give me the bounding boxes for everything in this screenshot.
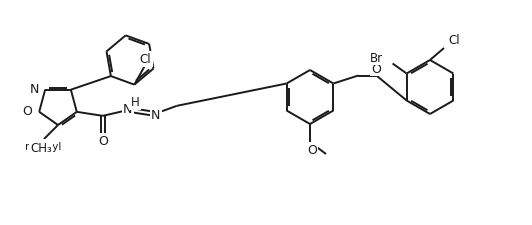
Text: N: N [123, 103, 132, 116]
Text: H: H [130, 96, 139, 109]
Text: O: O [371, 63, 381, 76]
Text: O: O [98, 135, 108, 148]
Text: O: O [22, 105, 32, 118]
Text: O: O [307, 144, 317, 157]
Text: Br: Br [370, 52, 383, 65]
Text: CH₃: CH₃ [30, 141, 52, 154]
Text: Cl: Cl [139, 53, 151, 66]
Text: methyl: methyl [25, 141, 61, 151]
Text: N: N [151, 109, 161, 122]
Text: Cl: Cl [448, 34, 460, 47]
Text: N: N [30, 83, 39, 96]
